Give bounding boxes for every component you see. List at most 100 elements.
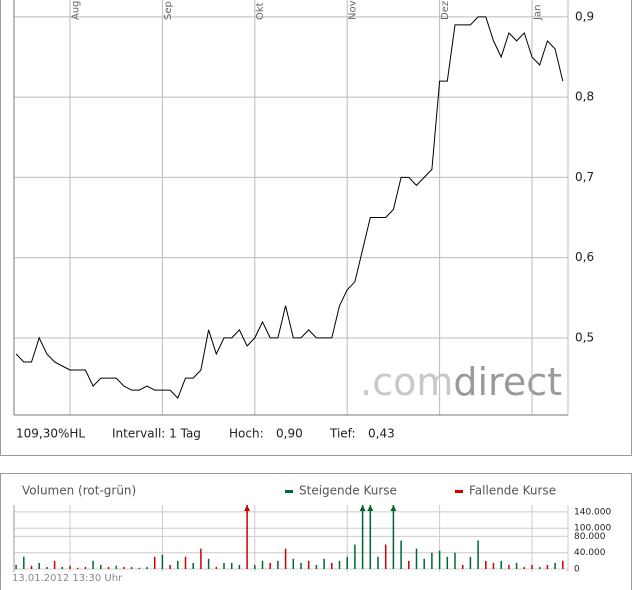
volume-bar [30, 565, 33, 569]
volume-bar [207, 558, 210, 569]
volume-bar [215, 566, 218, 569]
x-tick-label: Okt [255, 2, 266, 20]
volume-title: Volumen (rot-grün) [22, 484, 136, 498]
volume-bar [254, 564, 256, 569]
volume-bar [369, 505, 372, 569]
y-tick-label: 80.000 [574, 532, 606, 542]
volume-bar [161, 554, 164, 569]
overflow-arrow [390, 505, 397, 511]
volume-bar [261, 560, 264, 569]
volume-bar [377, 556, 379, 569]
volume-bar [492, 562, 495, 569]
low-label: Tief: [329, 427, 356, 441]
volume-bar [169, 564, 171, 569]
volume-bar [153, 556, 156, 569]
y-tick-label: 0,5 [575, 330, 594, 344]
volume-bar [184, 556, 187, 569]
volume-bar [415, 548, 418, 569]
x-tick-label: Nov [348, 0, 359, 20]
volume-bar [192, 562, 194, 569]
y-tick-label: 0,7 [575, 170, 594, 184]
y-tick-label: 0,9 [575, 9, 594, 23]
volume-bar [177, 560, 179, 569]
overflow-arrow [359, 505, 366, 511]
high-value: 0,90 [276, 427, 303, 441]
y-tick-label: 140.000 [574, 507, 611, 517]
volume-bar [115, 565, 117, 569]
y-tick-label: 0,6 [575, 250, 594, 264]
volume-bar [223, 562, 225, 569]
y-tick-label: 100.000 [574, 524, 611, 534]
volume-bar [53, 560, 56, 569]
volume-bar [469, 556, 472, 569]
watermark-part: .com [360, 360, 453, 404]
volume-bar [107, 566, 110, 569]
volume-bar [123, 566, 125, 569]
volume-bar [300, 562, 302, 569]
volume-bar [461, 564, 464, 569]
volume-bar [130, 566, 133, 569]
volume-bar [454, 552, 456, 569]
y-tick-label: 0,8 [575, 90, 594, 104]
volume-bar [292, 558, 295, 569]
volume-bar [246, 505, 248, 569]
volume-bar [354, 544, 356, 569]
volume-bar [384, 544, 387, 569]
volume-bar [477, 540, 479, 569]
volume-bar [485, 560, 487, 569]
volume-bar [500, 560, 502, 569]
volume-bar [100, 564, 102, 569]
volume-bar [554, 562, 556, 569]
volume-bar [238, 564, 241, 569]
volume-bar [446, 556, 449, 569]
overflow-arrow [367, 505, 374, 511]
volume-bar [277, 560, 279, 569]
range-label: 109,30%HL [16, 427, 85, 441]
interval-label: Intervall: 1 Tag [112, 427, 201, 441]
volume-bar [23, 556, 25, 569]
legend-swatch [455, 490, 463, 493]
x-tick-label: Sep [163, 1, 174, 20]
volume-bar [269, 562, 271, 569]
legend-swatch [285, 490, 293, 493]
volume-bar [146, 566, 148, 569]
volume-bar [307, 560, 310, 569]
volume-bar [523, 566, 526, 569]
volume-bar [562, 560, 564, 569]
low-value: 0,43 [368, 427, 395, 441]
volume-bar [392, 505, 395, 569]
price-line [15, 16, 564, 400]
volume-bar [531, 564, 533, 569]
y-tick-label: 40.000 [574, 548, 606, 558]
volume-bar [84, 566, 87, 569]
x-tick-label: Jan [532, 5, 543, 21]
volume-bar [423, 558, 425, 569]
volume-bar [515, 562, 518, 569]
y-tick-label: 0 [574, 565, 580, 575]
volume-bar [508, 564, 510, 569]
volume-bar [331, 562, 333, 569]
volume-bar [431, 552, 433, 569]
volume-bar [92, 560, 94, 569]
overflow-arrow [244, 505, 251, 511]
volume-bar [138, 567, 141, 569]
volume-bar [346, 556, 348, 569]
volume-bar [76, 567, 79, 569]
volume-bar [61, 566, 64, 569]
volume-bar [400, 540, 402, 569]
volume-bar [230, 562, 233, 569]
volume-bar [361, 505, 364, 569]
legend-label: Steigende Kurse [299, 484, 397, 498]
volume-bar [38, 562, 40, 569]
watermark-part: direct [453, 360, 562, 404]
volume-bar [546, 564, 549, 569]
volume-bar [408, 560, 410, 569]
volume-bar [538, 566, 541, 569]
volume-bar [315, 564, 318, 569]
volume-bar [15, 564, 17, 569]
volume-bar [338, 560, 341, 569]
x-tick-label: Dez [440, 1, 451, 20]
watermark: .comdirect [360, 360, 562, 404]
legend-label: Fallende Kurse [469, 484, 556, 498]
